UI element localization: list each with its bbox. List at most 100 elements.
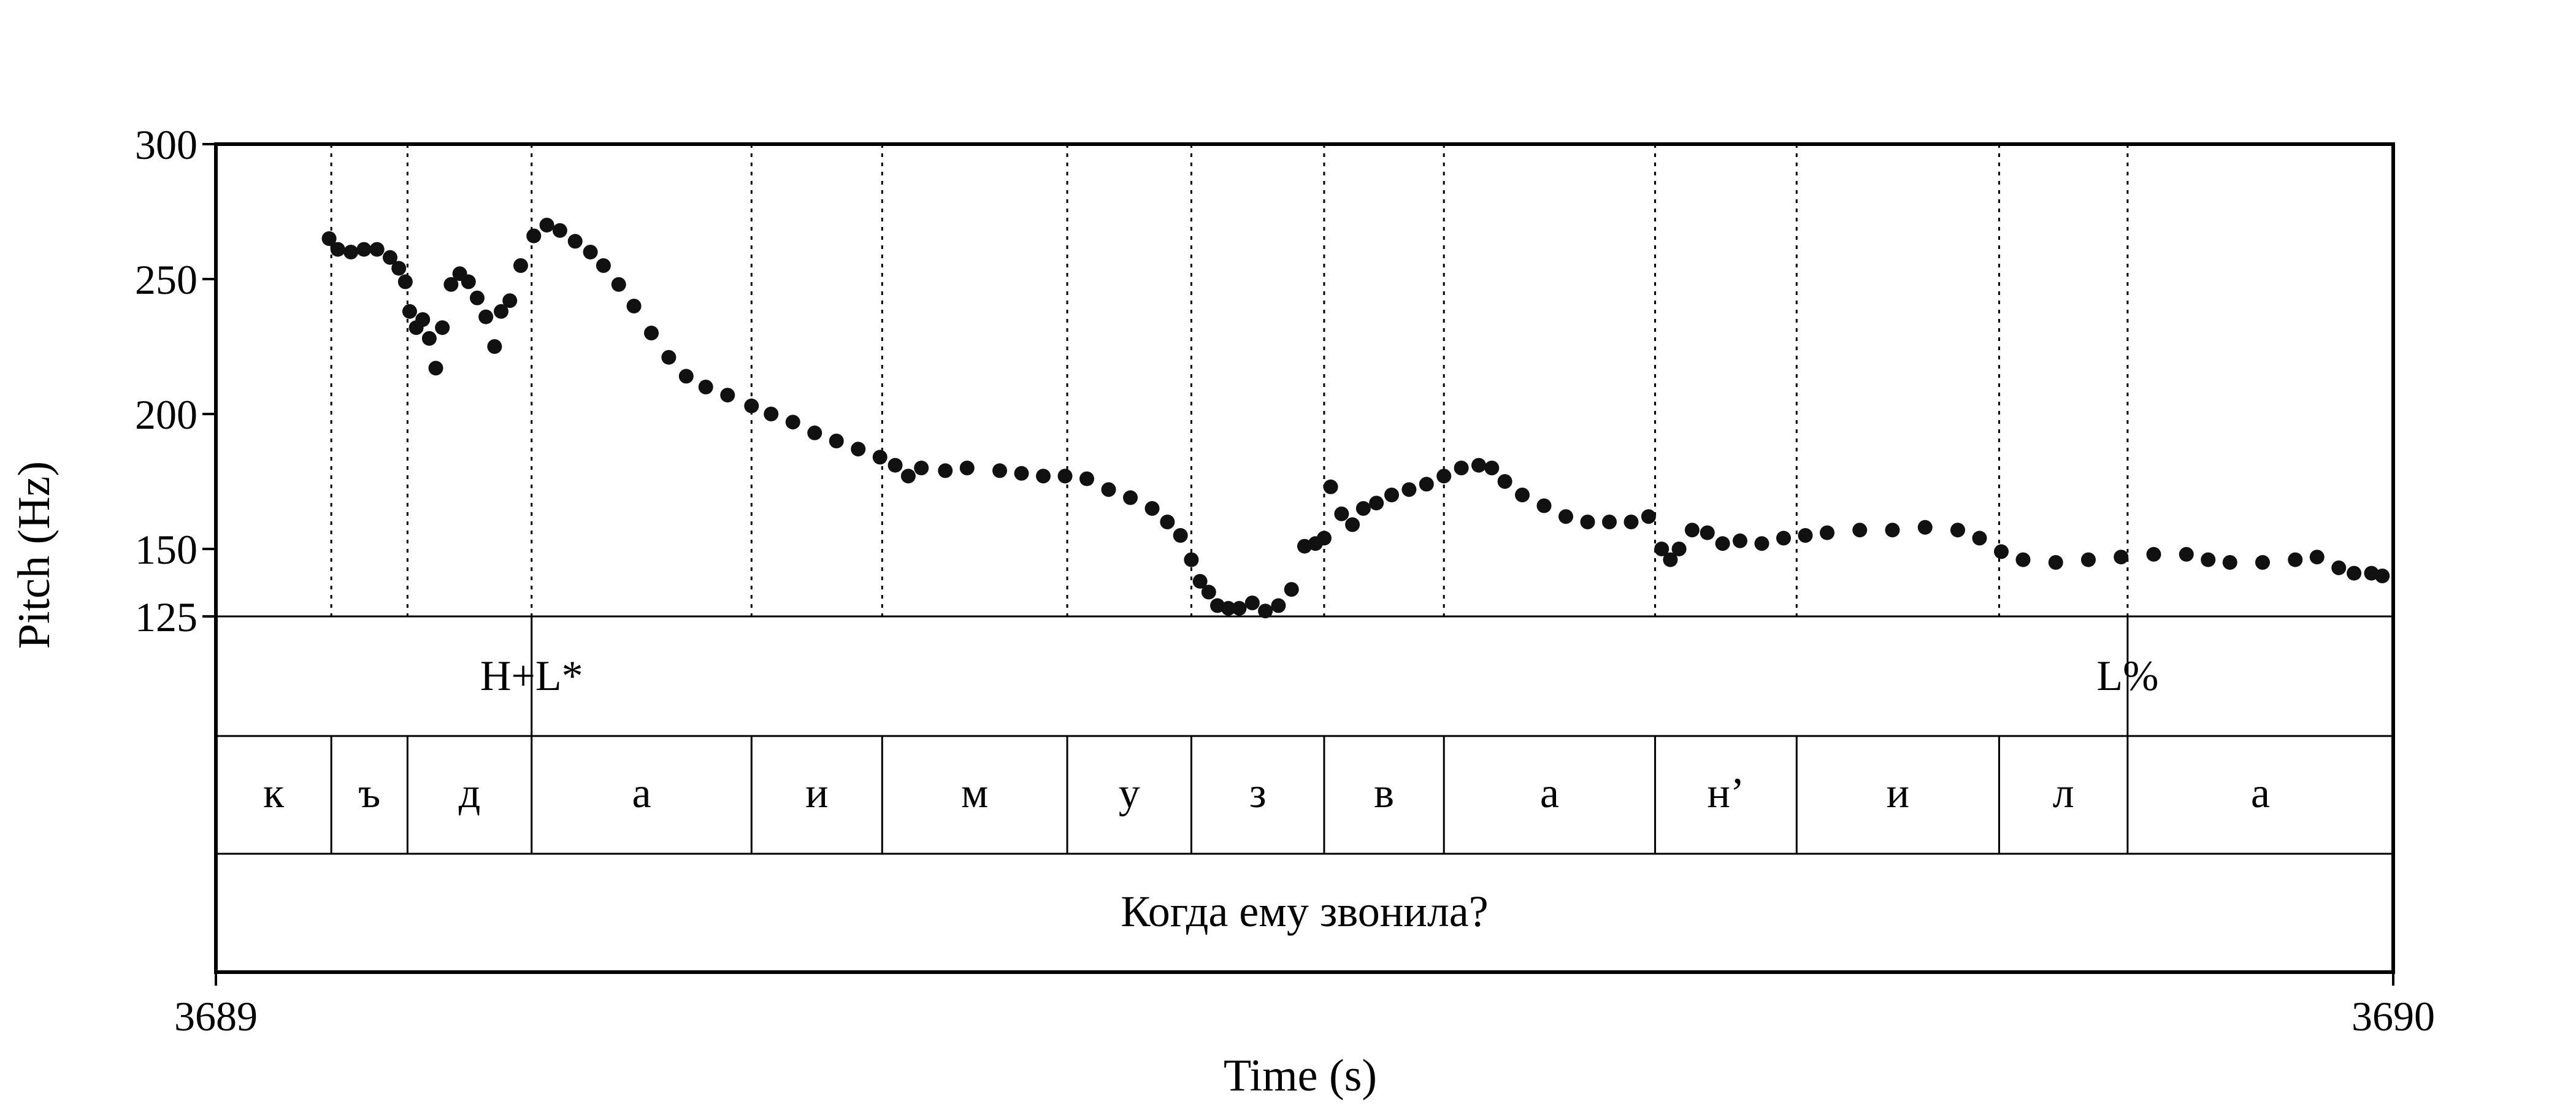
y-tick-label: 125 xyxy=(135,594,197,640)
pitch-point xyxy=(1950,523,1965,538)
pitch-point xyxy=(807,425,822,440)
pitch-point xyxy=(443,277,459,292)
pitch-point xyxy=(1184,552,1199,567)
pitch-point xyxy=(1798,528,1813,543)
pitch-point xyxy=(1160,515,1175,529)
pitch-point xyxy=(1602,515,1617,529)
pitch-point xyxy=(330,242,345,257)
pitch-point xyxy=(914,461,929,475)
pitch-point xyxy=(744,398,759,413)
pitch-point xyxy=(959,461,975,475)
pitch-point xyxy=(552,223,567,238)
pitch-point xyxy=(502,293,518,309)
pitch-point xyxy=(2331,560,2347,575)
pitch-point xyxy=(2048,555,2063,570)
pitch-point xyxy=(2309,550,2325,565)
pitch-point xyxy=(391,261,407,276)
plot-frame xyxy=(214,142,2395,974)
pitch-point xyxy=(1201,585,1216,600)
pitch-point xyxy=(1454,461,1469,475)
pitch-point xyxy=(938,463,953,478)
pitch-point xyxy=(1684,523,1700,538)
pitch-point xyxy=(596,258,611,273)
segment-label: а xyxy=(632,770,651,817)
pitch-point xyxy=(1384,488,1399,502)
pitch-point xyxy=(678,369,694,384)
segment-label: з xyxy=(1249,770,1267,817)
pitch-point xyxy=(887,458,903,473)
pitch-point xyxy=(2015,552,2031,567)
y-axis-label: Pitch (Hz) xyxy=(9,461,59,649)
pitch-point xyxy=(611,277,626,292)
pitch-point xyxy=(1885,523,1900,538)
pitch-point xyxy=(1284,582,1299,597)
pitch-point xyxy=(1323,479,1338,494)
pitch-point xyxy=(583,245,598,259)
y-tick-label: 200 xyxy=(135,391,197,438)
pitch-point xyxy=(1994,544,2009,559)
tone-label: H+L* xyxy=(480,653,583,700)
pitch-point xyxy=(2114,550,2129,565)
pitch-point xyxy=(829,434,844,448)
segment-label: ъ xyxy=(358,770,380,817)
pitch-point xyxy=(1014,466,1029,481)
segment-label: а xyxy=(1540,770,1559,817)
pitch-point xyxy=(1334,506,1349,521)
pitch-point xyxy=(851,442,866,457)
segment-label: м xyxy=(961,770,988,817)
pitch-point xyxy=(626,299,642,313)
pitch-point xyxy=(402,304,417,319)
pitch-point xyxy=(1471,458,1486,473)
pitch-point xyxy=(1173,528,1188,543)
pitch-point xyxy=(785,415,800,430)
segment-label: и xyxy=(1887,770,1909,817)
y-tick-label: 150 xyxy=(135,526,197,573)
pitch-point xyxy=(343,245,359,259)
pitch-point xyxy=(1754,536,1769,551)
pitch-point xyxy=(992,463,1007,478)
pitch-point xyxy=(1558,509,1573,524)
segment-label: и xyxy=(805,770,828,817)
pitch-point xyxy=(1641,509,1656,524)
pitch-point xyxy=(567,234,583,249)
pitch-point xyxy=(1671,542,1687,556)
pitch-point xyxy=(1852,523,1868,538)
pitch-point xyxy=(1654,542,1669,556)
x-axis-label: Time (s) xyxy=(1224,1051,1377,1101)
pitch-point xyxy=(487,339,502,354)
pitch-point xyxy=(1401,482,1417,497)
pitch-point xyxy=(1536,498,1552,513)
pitch-point xyxy=(764,407,779,421)
pitch-point xyxy=(421,331,437,346)
pitch-point xyxy=(526,228,542,243)
pitch-point xyxy=(698,380,713,394)
segment-label: к xyxy=(263,770,285,817)
pitch-point xyxy=(1663,552,1678,567)
segment-label: д xyxy=(459,770,481,817)
pitch-point xyxy=(321,231,337,246)
pitch-point xyxy=(720,388,735,403)
pitch-point xyxy=(1258,604,1273,619)
pitch-point xyxy=(1144,501,1160,516)
x-tick-label: 3689 xyxy=(174,993,258,1040)
segment-label: у xyxy=(1119,770,1140,817)
pitch-point xyxy=(478,309,494,324)
pitch-point xyxy=(1733,533,1747,548)
x-tick-label: 3690 xyxy=(2352,993,2435,1040)
pitch-point xyxy=(2081,552,2096,567)
pitch-point xyxy=(1972,531,1987,546)
pitch-point xyxy=(1515,488,1530,502)
segment-label: л xyxy=(2053,770,2074,817)
segment-boundaries xyxy=(330,144,2129,854)
pitch-point xyxy=(2288,552,2303,567)
pitch-point xyxy=(1192,573,1208,589)
pitch-point xyxy=(1484,461,1500,475)
pitch-series xyxy=(321,218,2390,619)
pitch-point xyxy=(1101,482,1116,497)
pitch-point xyxy=(1715,536,1730,551)
segment-label: а xyxy=(2251,770,2270,817)
y-axis-ticks: 300 250 200 150 125 xyxy=(135,121,216,640)
y-tick-label: 250 xyxy=(135,256,197,303)
y-tick-label: 300 xyxy=(135,121,197,168)
pitch-point xyxy=(539,218,554,232)
